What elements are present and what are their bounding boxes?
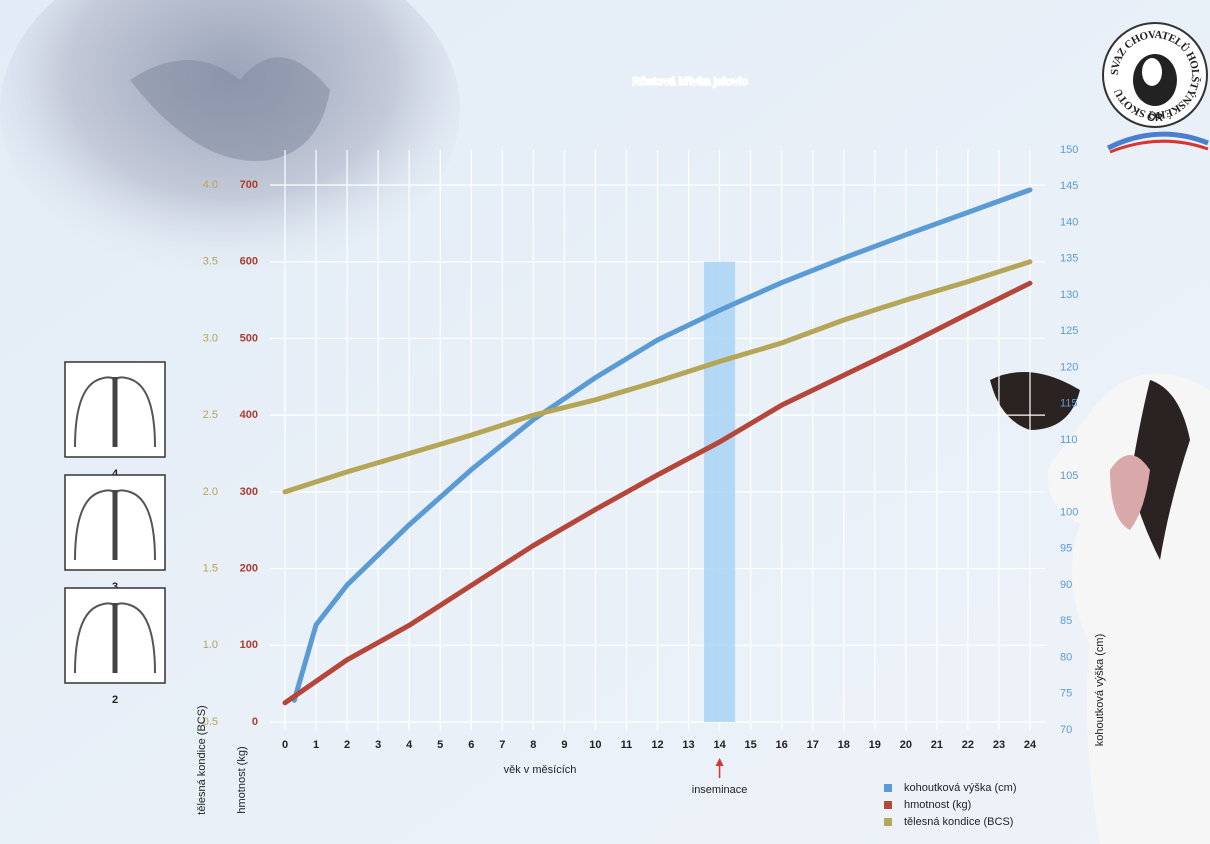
x-tick-label: 18 — [838, 739, 850, 751]
y2-tick-label: 135 — [1060, 253, 1078, 265]
y2-tick-label: 80 — [1060, 651, 1072, 663]
series-line — [282, 280, 1033, 706]
y3-tick-label: 2.5 — [203, 409, 218, 421]
x-tick-label: 16 — [776, 739, 788, 751]
x-tick-label: 21 — [931, 739, 943, 751]
x-tick-label: 2 — [344, 739, 350, 751]
x-tick-label: 23 — [993, 739, 1005, 751]
y2-tick-label: 105 — [1060, 470, 1078, 482]
x-tick-label: 13 — [682, 739, 694, 751]
y2-tick-label: 90 — [1060, 579, 1072, 591]
x-tick-label: 20 — [900, 739, 912, 751]
x-tick-label: 1 — [313, 739, 319, 751]
y3-tick-label: 3.5 — [203, 256, 218, 268]
chart-title: Růstová křivka jalovic — [632, 76, 748, 88]
y2-axis-label: kohoutková výška (cm) — [1094, 634, 1106, 746]
bcs-figure-label: 4 — [112, 468, 119, 480]
y2-tick-label: 100 — [1060, 506, 1078, 518]
series-line — [291, 187, 1033, 703]
y3-tick-label: 1.5 — [203, 562, 218, 574]
x-tick-label: 5 — [437, 739, 443, 751]
y2-tick-label: 125 — [1060, 325, 1078, 337]
x-tick-label: 9 — [561, 739, 567, 751]
y2-tick-label: 110 — [1060, 434, 1078, 446]
y2-tick-label: 75 — [1060, 688, 1072, 700]
y2-tick-label: 115 — [1060, 398, 1078, 410]
bcs-figure-label: 2 — [112, 694, 118, 706]
y-tick-label: 600 — [240, 256, 258, 268]
y2-tick-label: 140 — [1060, 216, 1078, 228]
x-tick-label: 3 — [375, 739, 381, 751]
y2-tick-label: 95 — [1060, 543, 1072, 555]
x-tick-label: 11 — [621, 739, 633, 751]
calf-photo — [990, 372, 1210, 844]
x-axis-label: věk v měsících — [504, 764, 577, 776]
legend-label: tělesná kondice (BCS) — [904, 816, 1013, 828]
y3-tick-label: 2.0 — [203, 486, 218, 498]
nose-detail — [130, 57, 330, 161]
x-tick-label: 6 — [468, 739, 474, 751]
x-tick-label: 15 — [745, 739, 757, 751]
x-tick-label: 14 — [713, 739, 726, 751]
y-axis-label: hmotnost (kg) — [236, 746, 248, 813]
x-tick-label: 8 — [530, 739, 536, 751]
y2-tick-label: 145 — [1060, 180, 1078, 192]
legend-label: kohoutková výška (cm) — [904, 782, 1016, 794]
bcs-figure-label: 3 — [112, 581, 118, 593]
y2-tick-label: 120 — [1060, 361, 1078, 373]
insemination-arrowhead — [715, 758, 724, 766]
y3-axis-label: tělesná kondice (BCS) — [196, 705, 208, 814]
y-tick-label: 100 — [240, 639, 258, 651]
y2-tick-label: 85 — [1060, 615, 1072, 627]
x-tick-label: 0 — [282, 739, 288, 751]
legend-swatch — [884, 801, 892, 809]
insemination-band — [704, 261, 736, 722]
legend-swatch — [884, 818, 892, 826]
y-tick-label: 400 — [240, 409, 258, 421]
legend-swatch — [884, 784, 892, 792]
y2-tick-label: 130 — [1060, 289, 1078, 301]
y3-tick-label: 4.0 — [203, 179, 218, 191]
x-tick-label: 22 — [962, 739, 974, 751]
y3-tick-label: 1.0 — [203, 639, 218, 651]
y-tick-label: 700 — [240, 179, 258, 191]
legend-label: hmotnost (kg) — [904, 799, 971, 811]
x-tick-label: 12 — [651, 739, 663, 751]
y2-tick-label: 150 — [1060, 144, 1078, 156]
y-tick-label: 0 — [252, 716, 258, 728]
insemination-label: inseminace — [692, 784, 748, 796]
x-tick-label: 7 — [499, 739, 505, 751]
y3-tick-label: 3.0 — [203, 332, 218, 344]
y3-tick-label: 0.5 — [203, 716, 218, 728]
y2-tick-label: 70 — [1060, 724, 1072, 736]
y-tick-label: 500 — [240, 332, 258, 344]
series-line — [282, 259, 1033, 495]
y-tick-label: 300 — [240, 486, 258, 498]
x-tick-label: 24 — [1024, 739, 1037, 751]
x-tick-label: 19 — [869, 739, 881, 751]
y-tick-label: 200 — [240, 562, 258, 574]
logo: SVAZ CHOVATELŮ HOLŠTÝNSKÉHO SKOTU ČR — [1102, 22, 1209, 154]
bcs-figures: 4 3 2 — [64, 361, 166, 706]
x-tick-label: 10 — [589, 739, 601, 751]
x-tick-label: 17 — [807, 739, 819, 751]
x-tick-label: 4 — [406, 739, 413, 751]
logo-country: ČR — [1147, 111, 1163, 124]
